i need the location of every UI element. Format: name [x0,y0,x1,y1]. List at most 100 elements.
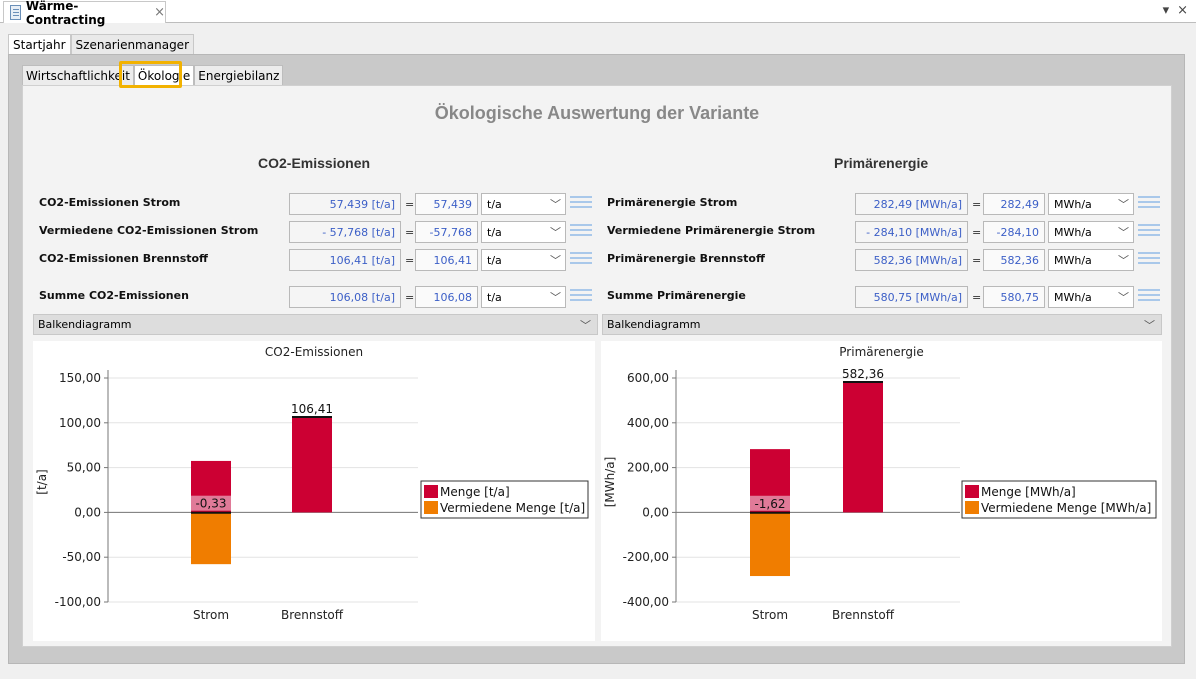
chevron-down-icon: ﹀ [1144,319,1155,332]
list-icon[interactable] [1138,196,1160,212]
co2-summe-display: 106,08 [t/a] [289,286,401,308]
pe-vermiedene-display: - 284,10 [MWh/a] [855,221,968,243]
legend-swatch [965,501,979,514]
list-icon[interactable] [1138,224,1160,240]
co2-summe-unit-value: t/a [487,291,502,304]
bar [843,381,883,513]
co2-chart-type-value: Balkendiagramm [38,318,132,331]
outer-tab-strip: Startjahr Szenarienmanager [8,34,194,55]
chevron-down-icon: ﹀ [1118,254,1129,267]
chevron-down-icon: ﹀ [550,226,561,239]
total-label: 106,41 [291,402,333,416]
equals-sign: = [405,291,415,304]
close-window-icon[interactable]: × [1177,3,1188,18]
co2-summe-value-input[interactable]: 106,08 [415,286,478,308]
chevron-down-icon: ﹀ [580,319,591,332]
co2-brennstoff-unit-value: t/a [487,254,502,267]
pe-summe-unit-value: MWh/a [1054,291,1092,304]
y-tick-label: 400,00 [627,416,669,430]
pe-strom-unit-select[interactable]: MWh/a ﹀ [1048,193,1134,215]
list-icon[interactable] [570,196,592,212]
equals-sign: = [405,226,415,239]
co2-vermiedene-value-input[interactable]: -57,768 [415,221,478,243]
bar [292,417,332,513]
tab-startjahr[interactable]: Startjahr [8,34,71,55]
pe-vermiedene-value-input[interactable]: -284,10 [983,221,1045,243]
list-icon[interactable] [570,252,592,268]
pe-brennstoff-value-input[interactable]: 582,36 [983,249,1045,271]
legend-swatch [424,485,438,498]
primary-chart: Primärenergie -400,00 -200,00 0,00 200,00 40… [601,341,1162,641]
co2-vermiedene-unit-select[interactable]: t/a ﹀ [481,221,566,243]
tab-szenarienmanager[interactable]: Szenarienmanager [70,34,194,54]
y-tick-label: 100,00 [59,416,101,430]
equals-sign: = [405,254,415,267]
pe-brennstoff-label: Primärenergie Brennstoff [607,252,765,265]
equals-sign: = [972,254,982,267]
y-axis-label: [t/a] [35,469,49,494]
co2-summe-unit-select[interactable]: t/a ﹀ [481,286,566,308]
x-tick-label: Strom [193,608,229,622]
legend-label: Vermiedene Menge [t/a] [440,501,585,515]
co2-chart-svg: -100,00 -50,00 0,00 50,00 100,00 150,00 [t/a] -… [35,370,589,622]
pe-brennstoff-display: 582,36 [MWh/a] [855,249,968,271]
chevron-down-icon: ﹀ [550,198,561,211]
chevron-down-icon: ﹀ [1118,291,1129,304]
tab-energiebilanz[interactable]: Energiebilanz [194,65,284,85]
co2-strom-display: 57,439 [t/a] [289,193,401,215]
co2-vermiedene-label: Vermiedene CO2-Emissionen Strom [39,224,259,237]
page-title: Ökologische Auswertung der Variante [434,103,760,123]
tab-wirtschaftlichkeit[interactable]: Wirtschaftlichkeit [22,65,134,85]
y-tick-label: 200,00 [627,461,669,475]
y-tick-label: 150,00 [59,371,101,385]
pe-chart-type-select[interactable]: Balkendiagramm ﹀ [602,314,1162,335]
co2-strom-unit-value: t/a [487,198,502,211]
document-tab-title: Wärme-Contracting [25,0,106,27]
equals-sign: = [405,198,415,211]
pe-vermiedene-unit-select[interactable]: MWh/a ﹀ [1048,221,1134,243]
list-icon[interactable] [1138,252,1160,268]
legend-swatch [965,485,979,498]
x-tick-label: Strom [752,608,788,622]
list-icon[interactable] [570,224,592,240]
pe-strom-value-input[interactable]: 282,49 [983,193,1045,215]
co2-chart: CO2-Emissionen -100,00 -50,00 0,00 50,00 100… [33,341,595,641]
x-tick-label: Brennstoff [281,608,344,622]
pe-summe-value-input[interactable]: 580,75 [983,286,1045,308]
legend-label: Vermiedene Menge [MWh/a] [981,501,1151,515]
chevron-down-icon: ﹀ [1118,226,1129,239]
tab-oekologie[interactable]: Ökologie [133,65,195,85]
primary-chart-title: Primärenergie [839,345,924,359]
window-controls: ▾ × [1163,3,1188,18]
y-tick-label: -100,00 [55,595,101,609]
inner-tab-strip: Wirtschaftlichkeit Ökologie Energiebilan… [22,65,284,85]
co2-strom-unit-select[interactable]: t/a ﹀ [481,193,566,215]
bar [191,512,231,565]
document-tab-bar: Wärme-Contracting × ▾ × [0,0,1196,27]
pe-strom-display: 282,49 [MWh/a] [855,193,968,215]
total-label: 582,36 [842,367,884,381]
pe-chart-type-value: Balkendiagramm [607,318,701,331]
dropdown-menu-icon[interactable]: ▾ [1162,3,1170,18]
total-label: -1,62 [754,497,785,511]
co2-brennstoff-unit-select[interactable]: t/a ﹀ [481,249,566,271]
list-icon[interactable] [1138,289,1160,305]
total-label-bg [750,495,790,511]
pe-summe-label: Summe Primärenergie [607,289,746,302]
list-icon[interactable] [570,289,592,305]
document-tab[interactable]: Wärme-Contracting × [3,0,166,27]
co2-vermiedene-display: - 57,768 [t/a] [289,221,401,243]
co2-brennstoff-display: 106,41 [t/a] [289,249,401,271]
co2-strom-value-input[interactable]: 57,439 [415,193,478,215]
total-label: -0,33 [195,497,226,511]
chevron-down-icon: ﹀ [550,291,561,304]
co2-chart-type-select[interactable]: Balkendiagramm ﹀ [33,314,598,335]
pe-summe-unit-select[interactable]: MWh/a ﹀ [1048,286,1134,308]
co2-vermiedene-unit-value: t/a [487,226,502,239]
legend-swatch [424,501,438,514]
co2-brennstoff-value-input[interactable]: 106,41 [415,249,478,271]
pe-brennstoff-unit-select[interactable]: MWh/a ﹀ [1048,249,1134,271]
close-tab-icon[interactable]: × [154,5,165,20]
legend-box [961,480,1157,519]
y-axis-label: [MWh/a] [603,457,617,508]
